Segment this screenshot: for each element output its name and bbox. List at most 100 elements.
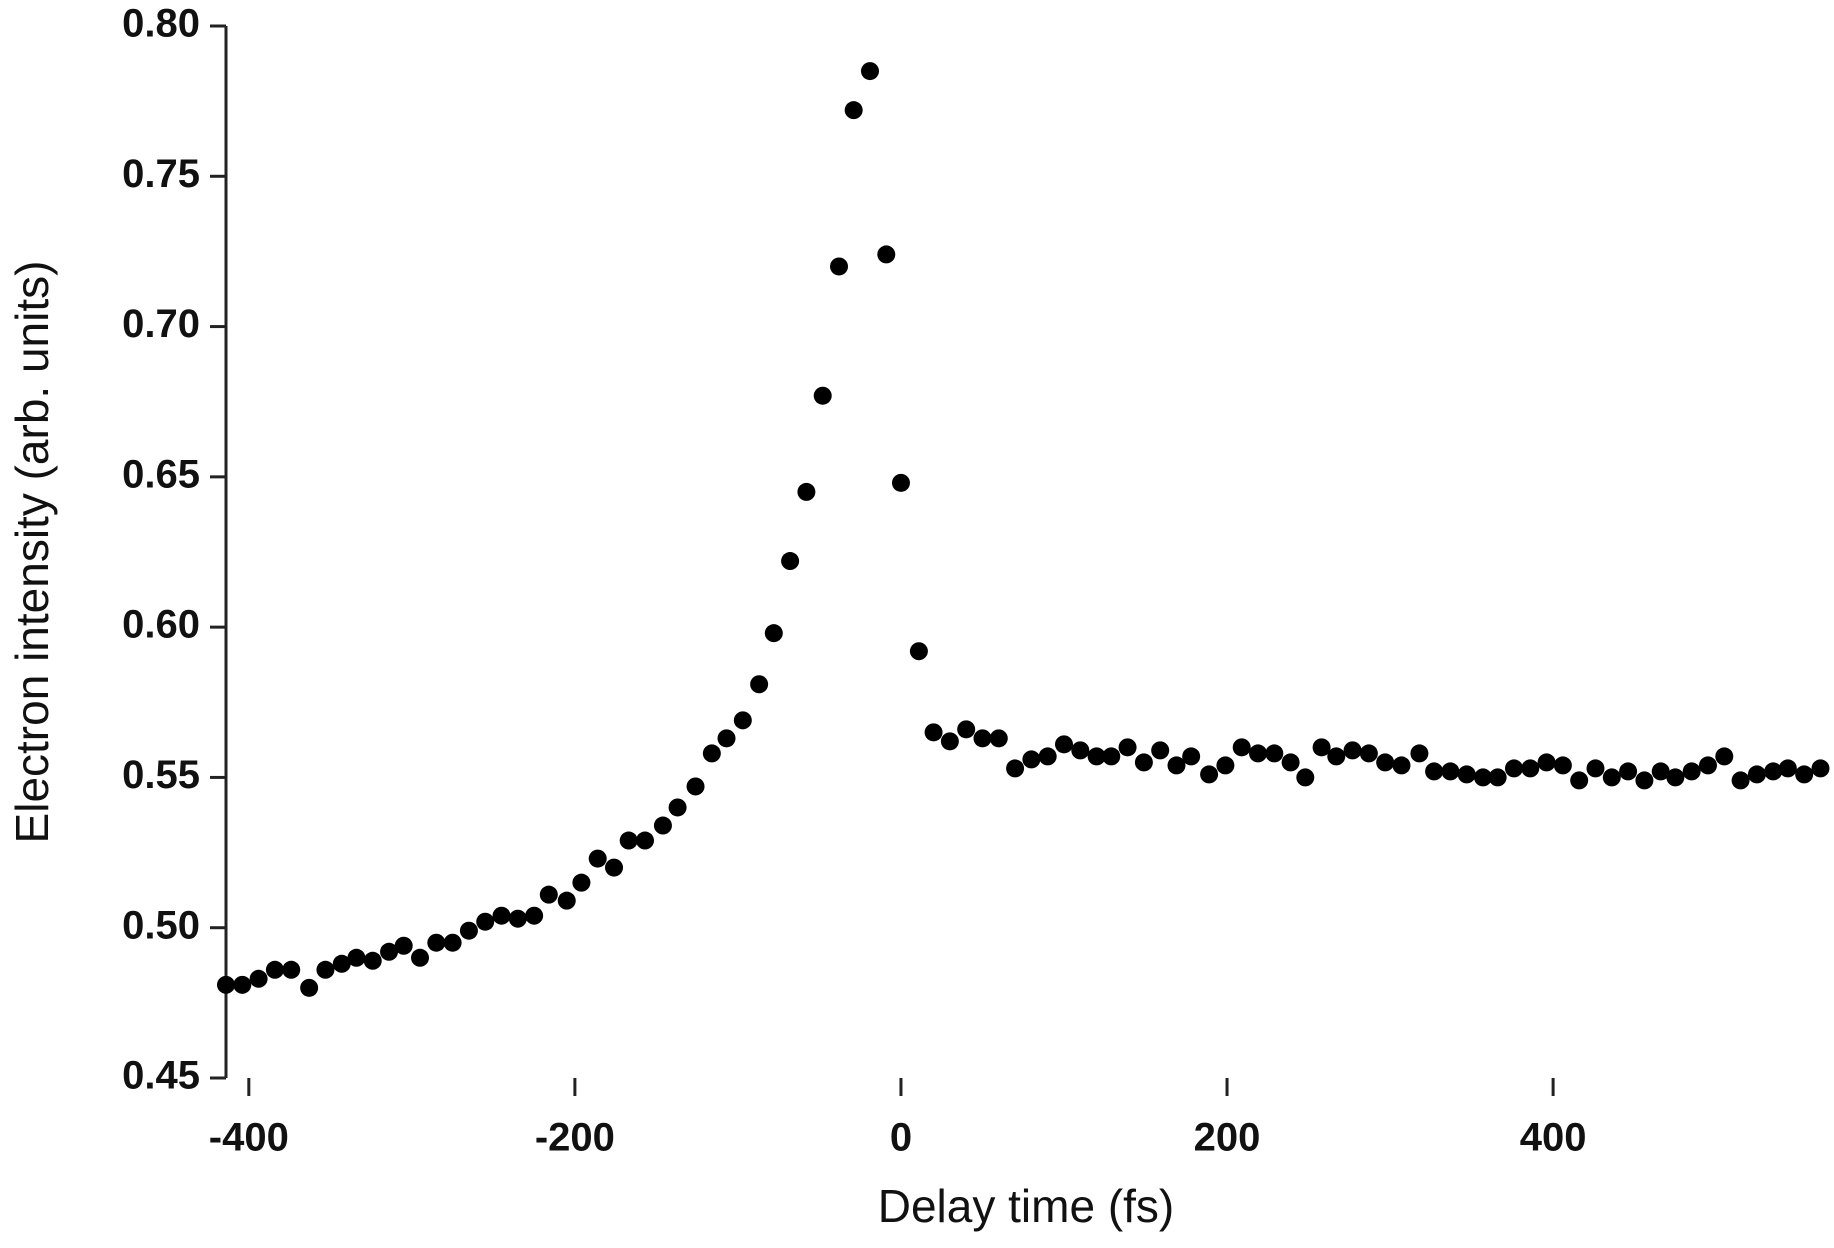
data-point: [443, 933, 462, 952]
data-point: [1778, 759, 1797, 778]
data-point: [891, 473, 910, 492]
x-tick-label: 400: [1520, 1116, 1587, 1160]
data-point: [1619, 762, 1638, 781]
data-point: [605, 858, 624, 877]
data-point: [1182, 747, 1201, 766]
data-point: [860, 62, 879, 81]
data-point: [1811, 759, 1830, 778]
data-point: [525, 906, 544, 925]
data-point: [1392, 756, 1411, 775]
data-point: [1296, 768, 1315, 787]
data-point: [347, 948, 366, 967]
y-axis-label: Electron intensity (arb. units): [6, 261, 58, 844]
y-tick-label: 0.55: [122, 753, 200, 797]
data-point: [1602, 768, 1621, 787]
data-point: [909, 642, 928, 661]
data-point: [635, 831, 654, 850]
data-point: [332, 954, 351, 973]
data-point: [394, 936, 413, 955]
y-tick-label: 0.60: [122, 603, 200, 647]
data-point: [717, 729, 736, 748]
data-point: [877, 245, 896, 264]
data-point: [1249, 744, 1268, 763]
y-tick-label: 0.65: [122, 452, 200, 496]
x-axis-label: Delay time (fs): [878, 1180, 1174, 1232]
data-point: [1376, 753, 1395, 772]
data-point: [1473, 768, 1492, 787]
x-tick-label: -200: [535, 1116, 615, 1160]
data-point: [1410, 744, 1429, 763]
data-point: [686, 777, 705, 796]
data-point: [1232, 738, 1251, 757]
data-point: [1666, 768, 1685, 787]
data-point: [1216, 756, 1235, 775]
data-point: [1586, 759, 1605, 778]
data-point: [1795, 765, 1814, 784]
data-point: [1682, 762, 1701, 781]
data-point: [924, 723, 943, 742]
data-point: [764, 624, 783, 643]
data-point: [1118, 738, 1137, 757]
data-point: [1087, 747, 1106, 766]
data-point: [1570, 771, 1589, 790]
data-point: [217, 975, 235, 994]
data-point: [300, 978, 319, 997]
data-point: [316, 960, 335, 979]
data-point: [702, 744, 721, 763]
data-point: [1006, 759, 1025, 778]
data-point: [733, 711, 752, 730]
y-tick-label: 0.50: [122, 903, 200, 947]
data-point: [1151, 741, 1170, 760]
data-point: [973, 729, 992, 748]
data-point: [1281, 753, 1300, 772]
data-point: [249, 969, 268, 988]
data-point: [989, 729, 1008, 748]
data-point: [1715, 747, 1734, 766]
data-point: [588, 849, 607, 868]
data-point: [1134, 753, 1153, 772]
data-point: [781, 552, 800, 571]
data-point: [233, 975, 252, 994]
data-point: [1343, 741, 1362, 760]
data-point: [653, 816, 672, 835]
data-point: [830, 257, 849, 276]
data-point: [539, 885, 558, 904]
data-point: [1488, 768, 1507, 787]
data-point: [265, 960, 284, 979]
data-point: [619, 831, 638, 850]
data-point: [427, 933, 446, 952]
data-point: [508, 909, 527, 928]
data-point: [1441, 762, 1460, 781]
data-point: [1747, 765, 1766, 784]
data-point: [1651, 762, 1670, 781]
data-point: [1537, 753, 1556, 772]
data-point: [957, 720, 976, 739]
data-point: [1038, 747, 1057, 766]
data-point: [282, 960, 301, 979]
x-tick-label: -400: [209, 1116, 289, 1160]
data-point: [1327, 747, 1346, 766]
data-point: [363, 951, 382, 970]
data-point: [1102, 747, 1121, 766]
y-tick-label: 0.45: [122, 1054, 200, 1098]
data-point: [1521, 759, 1540, 778]
x-tick-label: 200: [1194, 1116, 1261, 1160]
data-point: [1167, 756, 1186, 775]
data-point: [668, 798, 687, 817]
data-point: [844, 101, 863, 120]
y-tick-label: 0.75: [122, 152, 200, 196]
data-point: [1054, 735, 1073, 754]
data-point: [940, 732, 959, 751]
y-tick-label: 0.80: [122, 2, 200, 46]
data-point: [1265, 744, 1284, 763]
data-point: [1200, 765, 1219, 784]
data-point: [557, 891, 576, 910]
data-point: [1764, 762, 1783, 781]
data-point: [1425, 762, 1444, 781]
data-point: [459, 921, 478, 940]
y-tick-label: 0.70: [122, 302, 200, 346]
data-point: [380, 942, 399, 961]
x-tick-label: 0: [890, 1116, 912, 1160]
